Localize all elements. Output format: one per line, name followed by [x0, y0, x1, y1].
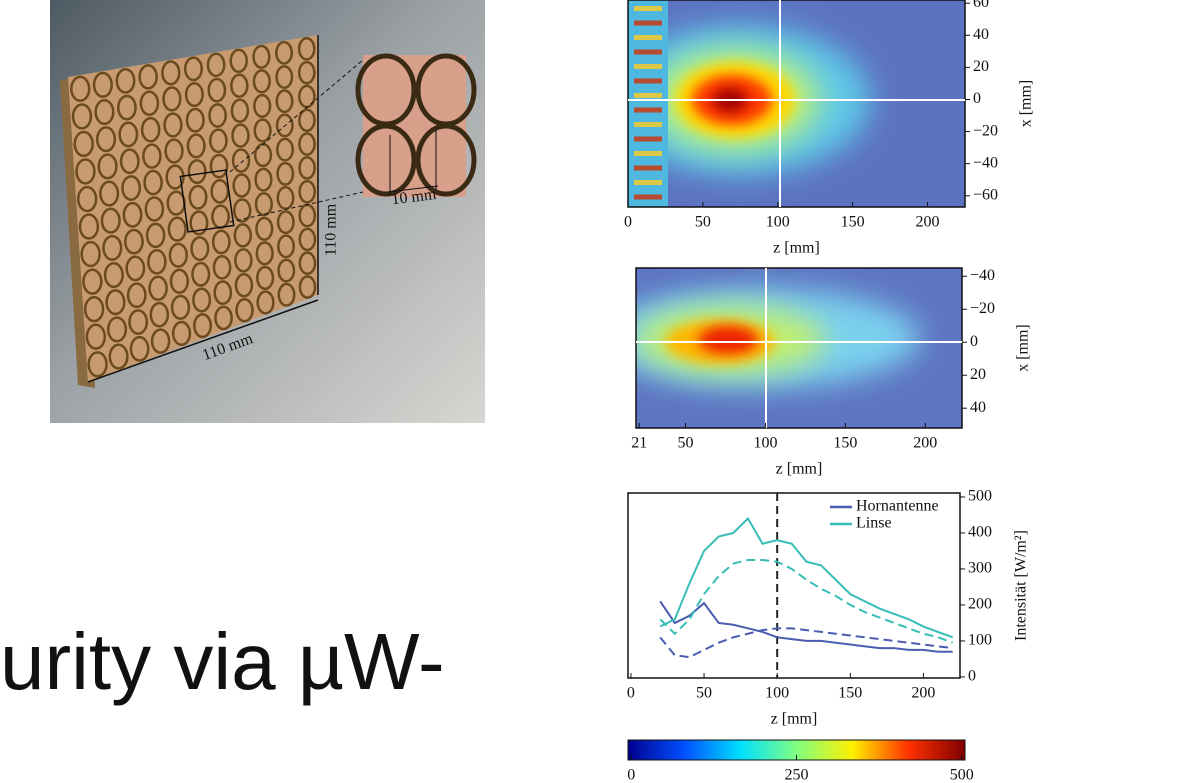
y-tick-label: 20 — [973, 58, 989, 75]
x-tick-label: 21 — [631, 435, 647, 452]
stripe — [634, 137, 662, 142]
y-tick-label: 100 — [968, 632, 992, 649]
stripe — [634, 122, 662, 127]
heatmap-image — [610, 0, 965, 207]
y-tick-label: −60 — [973, 186, 998, 203]
stripe — [634, 166, 662, 171]
slide: 110 mm 110 mm 10 mm urity via µW- 0 50 100… — [0, 0, 1179, 783]
stripe — [634, 79, 662, 84]
x-axis-label: z [mm] — [771, 711, 818, 728]
stripe — [634, 50, 662, 55]
x-tick-label: 200 — [911, 685, 935, 702]
y-tick-label: −40 — [973, 154, 998, 171]
x-tick-label: 100 — [766, 214, 790, 231]
y-tick-label: 40 — [973, 26, 989, 43]
stripe — [634, 64, 662, 69]
y-tick-label: 0 — [970, 333, 978, 350]
slide-title: urity via µW- — [0, 617, 445, 706]
y-tick-label: 0 — [968, 668, 976, 685]
stripe — [634, 180, 662, 185]
x-tick-label: 0 — [627, 767, 635, 783]
x-tick-label: 0 — [624, 214, 632, 231]
x-tick-label: 50 — [678, 435, 694, 452]
y-tick-label: −20 — [970, 300, 995, 317]
x-tick-label: 50 — [695, 214, 711, 231]
stripe — [634, 108, 662, 113]
x-tick-label: 500 — [950, 767, 974, 783]
y-tick-label: −20 — [973, 122, 998, 139]
x-axis-label: z [mm] — [773, 240, 820, 257]
x-tick-label: 150 — [833, 435, 857, 452]
y-tick-label: 200 — [968, 596, 992, 613]
y-axis-label: x [mm] — [1018, 80, 1035, 128]
photo: 110 mm 110 mm 10 mm — [50, 0, 485, 423]
y-tick-label: 60 — [973, 0, 989, 11]
x-tick-label: 100 — [765, 685, 789, 702]
y-axis-label: x [mm] — [1015, 324, 1032, 372]
y-axis-label: Intensität [W/m²] — [1013, 530, 1030, 641]
x-tick-label: 50 — [696, 685, 712, 702]
x-axis-label: z [mm] — [776, 461, 823, 478]
stripe — [634, 35, 662, 40]
dim-label: 110 mm — [323, 203, 340, 256]
x-tick-label: 100 — [753, 435, 777, 452]
x-tick-label: 250 — [785, 767, 809, 783]
x-tick-label: 150 — [841, 214, 865, 231]
stripe — [634, 6, 662, 11]
x-tick-label: 200 — [913, 435, 937, 452]
y-tick-label: 300 — [968, 560, 992, 577]
legend-label: Linse — [856, 515, 892, 532]
stripe — [634, 21, 662, 26]
y-tick-label: 500 — [968, 488, 992, 505]
x-tick-label: 150 — [838, 685, 862, 702]
y-tick-label: 0 — [973, 90, 981, 107]
x-tick-label: 0 — [627, 685, 635, 702]
y-tick-label: −40 — [970, 267, 995, 284]
x-tick-label: 200 — [916, 214, 940, 231]
y-tick-label: 40 — [970, 399, 986, 416]
stripe — [634, 93, 662, 98]
y-tick-label: 20 — [970, 366, 986, 383]
legend-label: Hornantenne — [856, 498, 939, 515]
stripe — [634, 151, 662, 156]
stripe — [634, 195, 662, 200]
heatmap-image — [600, 268, 962, 428]
y-tick-label: 400 — [968, 524, 992, 541]
